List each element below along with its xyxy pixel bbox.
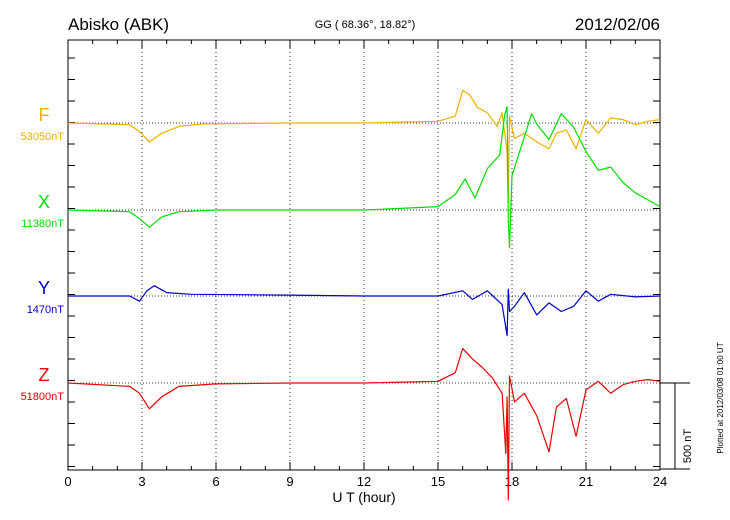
x-tick-labels: 0 3 6 9 12 15 18 21 24: [64, 474, 667, 489]
x-tick-label: 0: [64, 474, 71, 489]
x-tick-label: 3: [138, 474, 145, 489]
series-labels: F 53050nT X 11380nT Y 1470nT Z 51800nT: [21, 105, 65, 403]
x-tick-label: 15: [431, 474, 445, 489]
x-tick-label: 18: [505, 474, 519, 489]
series-line-f: [67, 89, 661, 203]
grid: [141, 40, 587, 470]
series-name-y: Y: [38, 278, 50, 298]
series-name-x: X: [38, 192, 50, 212]
coordinates-label: GG ( 68.36°, 18.82°): [315, 19, 416, 31]
x-tick-label: 12: [357, 474, 371, 489]
scale-bar: [660, 382, 690, 470]
x-axis-label: U T (hour): [332, 489, 395, 505]
x-tick-label: 6: [212, 474, 219, 489]
series-baseline-z: 51800nT: [21, 391, 65, 403]
series-layer: [67, 89, 661, 501]
x-tick-label: 21: [579, 474, 593, 489]
x-tick-label: 9: [286, 474, 293, 489]
series-line-y: [68, 285, 661, 337]
series-baseline-y: 1470nT: [27, 304, 65, 316]
series-name-z: Z: [39, 365, 50, 385]
series-name-f: F: [39, 105, 50, 125]
axis-ticks: [67, 40, 661, 470]
series-baseline-x: 11380nT: [21, 218, 64, 230]
series-line-x: [67, 106, 661, 249]
x-tick-label: 24: [653, 474, 667, 489]
series-line-z: [67, 348, 661, 501]
scale-bar-label: 500 nT: [682, 429, 694, 464]
plotted-at-note: Plotted at 2012/03/08 01:00 UT: [716, 342, 725, 453]
station-title: Abisko (ABK): [68, 15, 169, 34]
series-baseline-f: 53050nT: [21, 131, 65, 143]
date-label: 2012/02/06: [575, 15, 660, 34]
